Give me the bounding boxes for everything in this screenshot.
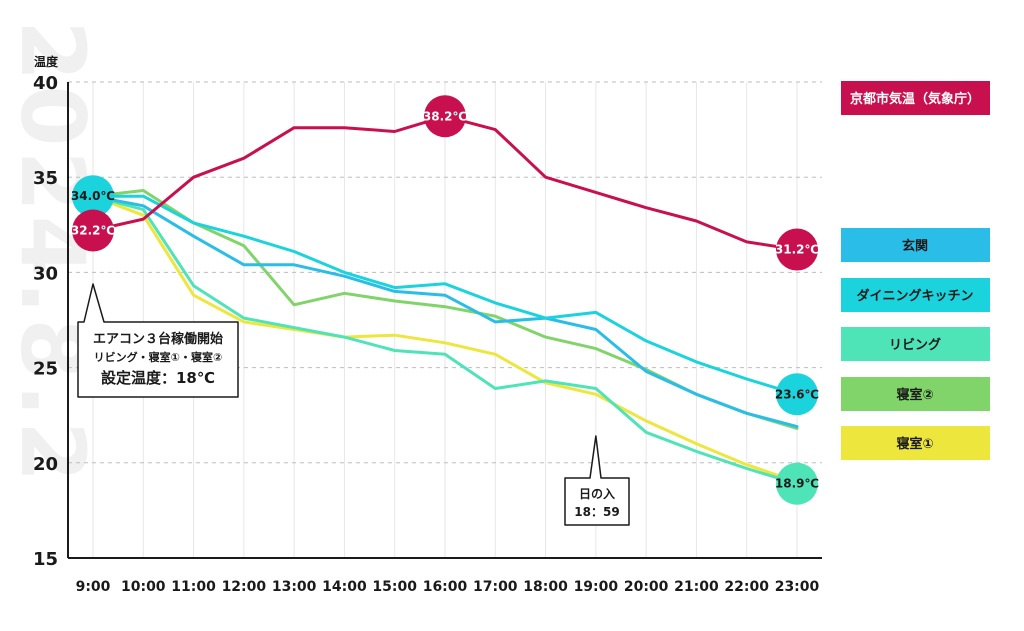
x-tick-label: 10:00 — [121, 579, 166, 595]
value-bubble-label: 18.9℃ — [775, 477, 819, 491]
value-bubble-label: 31.2℃ — [775, 243, 819, 257]
legend-label-4: リビング — [889, 337, 941, 353]
sunset-callout-box — [564, 435, 630, 526]
legend-label-6: 寝室① — [896, 436, 933, 452]
x-tick-label: 20:00 — [624, 579, 669, 595]
aircon-callout-line: 設定温度：18℃ — [101, 369, 215, 387]
y-tick-label: 25 — [33, 359, 58, 380]
x-tick-label: 23:00 — [775, 579, 820, 595]
aircon-callout-box — [77, 283, 239, 398]
value-bubble-label: 32.2℃ — [71, 224, 115, 238]
series-line-2 — [91, 194, 799, 429]
legend-swatch-4 — [841, 327, 990, 361]
x-tick-label: 19:00 — [574, 579, 619, 595]
legend-label-5: 寝室② — [896, 387, 933, 403]
grid — [68, 81, 822, 558]
x-tick-label: 17:00 — [473, 579, 518, 595]
series-line-3 — [91, 194, 799, 396]
y-axis-label: 温度 — [34, 54, 59, 69]
value-bubble — [424, 95, 466, 138]
legend-swatch-6 — [841, 426, 990, 460]
sunset-callout-line: 日の入 — [579, 487, 615, 501]
legend-swatch-1 — [841, 81, 990, 115]
x-tick-label: 13:00 — [272, 579, 317, 595]
legend-label-2: 玄関 — [902, 238, 928, 254]
x-tick-label: 15:00 — [372, 579, 417, 595]
date-watermark: 2024.8.2 — [1, 20, 104, 486]
legend-label-1: 京都市気温（気象庁） — [850, 91, 980, 107]
legend-swatch-3 — [841, 278, 990, 312]
value-bubble — [72, 209, 114, 252]
y-tick-label: 30 — [33, 263, 58, 284]
value-bubble — [776, 228, 818, 271]
y-tick-label: 35 — [33, 168, 58, 189]
value-bubble-label: 23.6℃ — [775, 387, 819, 401]
x-tick-label: 21:00 — [674, 579, 719, 595]
value-bubble — [72, 175, 114, 218]
series-line-4 — [91, 194, 799, 486]
legend-label-3: ダイニングキッチン — [856, 288, 973, 304]
x-tick-label: 18:00 — [523, 579, 568, 595]
x-tick-label: 12:00 — [222, 579, 267, 595]
series-line-6 — [91, 194, 799, 484]
sunset-callout-line: 18：59 — [574, 505, 619, 519]
legend-swatch-2 — [841, 228, 990, 262]
x-tick-label: 11:00 — [171, 579, 216, 595]
aircon-callout-line: エアコン３台稼働開始 — [93, 331, 223, 347]
x-tick-label: 16:00 — [423, 579, 468, 595]
x-tick-label: 9:00 — [76, 579, 111, 595]
x-tick-label: 22:00 — [724, 579, 769, 595]
axes: 15 20 25 30 35 40 9:00 10:00 11:00 12:00 13:00 14:0… — [33, 54, 822, 595]
value-bubbles: 34.0℃ 32.2℃ 38.2℃ 31.2℃ 23.6℃ 18.9℃ — [71, 95, 819, 505]
value-bubble-label: 38.2℃ — [423, 109, 467, 123]
y-tick-label: 20 — [33, 454, 58, 475]
aircon-callout-line: リビング・寝室①・寝室② — [94, 350, 223, 364]
y-tick-label: 15 — [33, 549, 58, 570]
value-bubble — [776, 462, 818, 505]
y-tick-label: 40 — [33, 73, 58, 94]
legend-swatch-5 — [841, 377, 990, 411]
value-bubble-label: 34.0℃ — [71, 189, 115, 203]
x-tick-label: 14:00 — [322, 579, 367, 595]
value-bubble — [776, 373, 818, 416]
